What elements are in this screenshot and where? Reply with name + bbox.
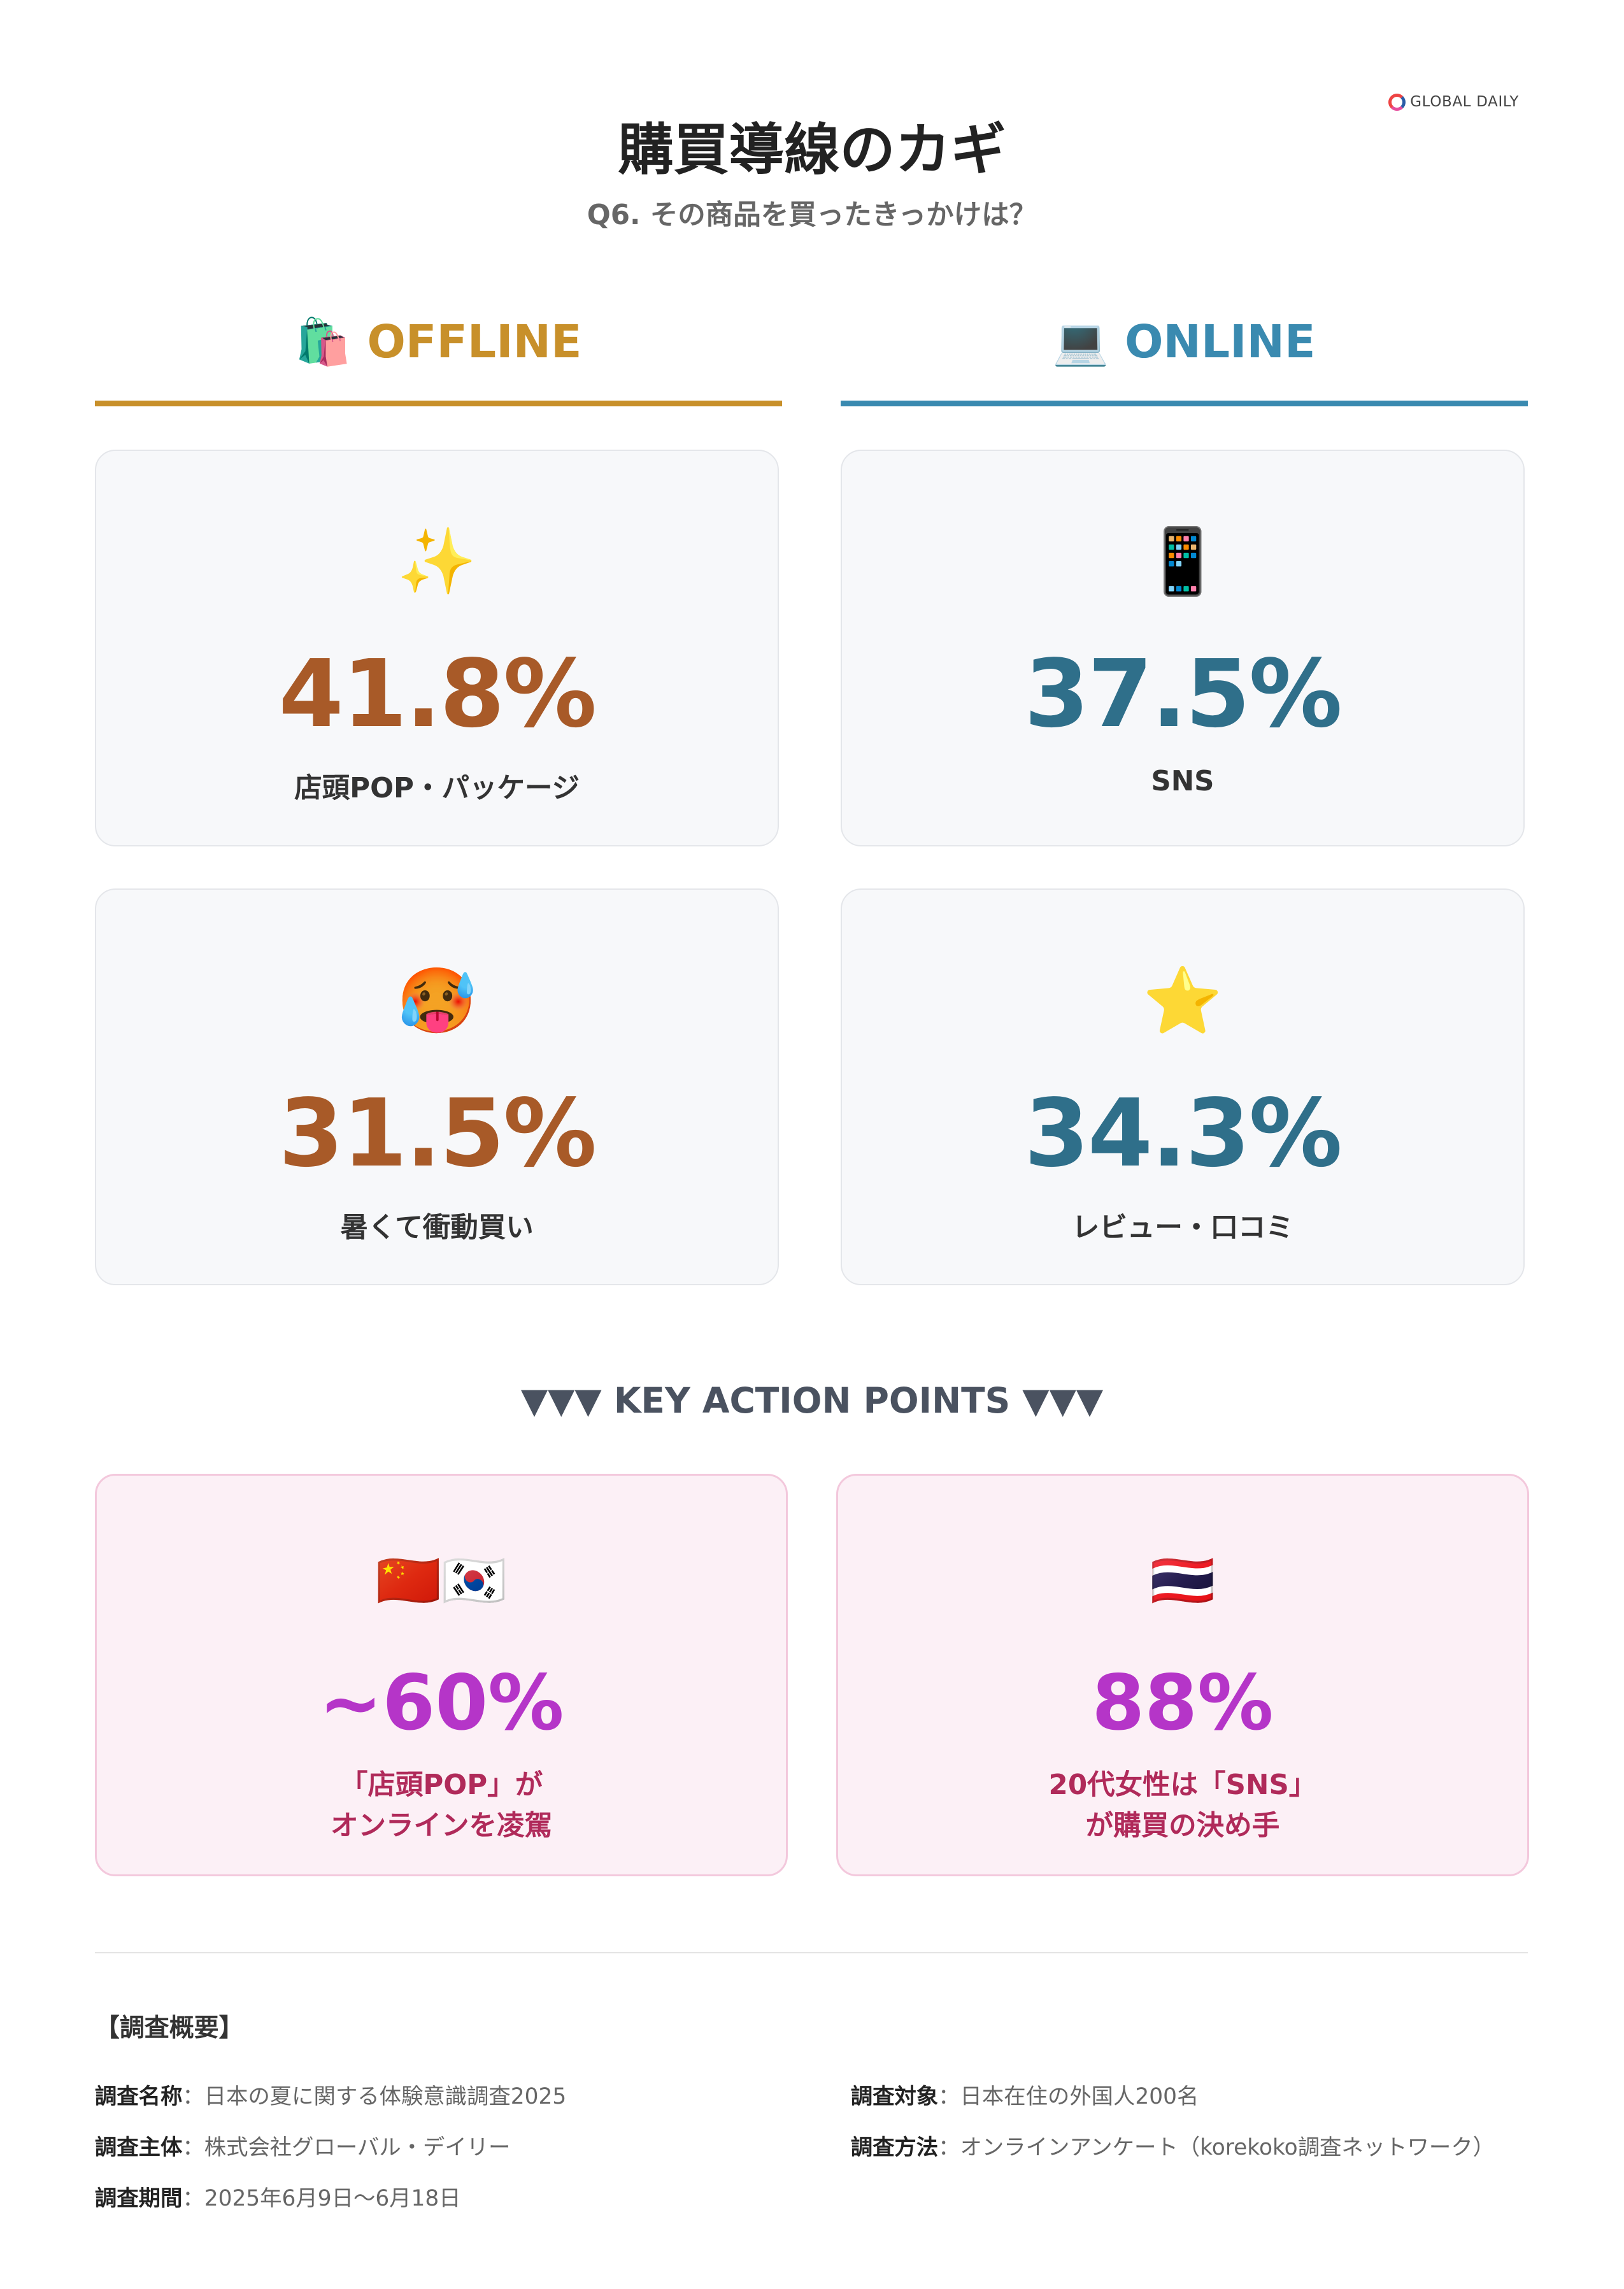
stat-value: 34.3% — [1024, 1078, 1343, 1188]
survey-organizer-row: 調査主体：株式会社グローバル・デイリー — [95, 2129, 511, 2161]
laptop-icon: 💻 — [1052, 315, 1109, 368]
key-card-china-korea: 🇨🇳🇰🇷 ~60% 「店頭POP」が オンラインを凌駕 — [94, 1474, 788, 1877]
stat-label: SNS — [1151, 766, 1214, 798]
logo-text: GLOBAL DAILY — [1410, 94, 1520, 111]
shopping-bag-icon: 🛍️ — [295, 315, 352, 368]
row-value: ：オンラインアンケート（korekoko調査ネットワーク） — [938, 2134, 1495, 2160]
survey-target-row: 調査対象：日本在住の外国人200名 — [851, 2078, 1199, 2110]
stat-card-impulse: 🥵 31.5% 暑くて衝動買い — [94, 888, 780, 1286]
stat-label: 暑くて衝動買い — [340, 1212, 534, 1244]
key-value: 88% — [1092, 1658, 1274, 1748]
stat-card-store-pop: ✨ 41.8% 店頭POP・パッケージ — [94, 449, 780, 846]
stat-card-sns: 📱 37.5% SNS — [840, 449, 1525, 846]
row-value: ：株式会社グローバル・デイリー — [182, 2134, 511, 2160]
page-title: 購買導線のカギ — [618, 117, 1006, 182]
key-action-heading: ▼▼▼ KEY ACTION POINTS ▼▼▼ — [520, 1380, 1104, 1422]
global-daily-logo: GLOBAL DAILY — [1388, 93, 1520, 111]
divider — [94, 1952, 1528, 1954]
page-subtitle: Q6. その商品を買ったきっかけは？ — [587, 199, 1037, 232]
flags-china-korea-icon: 🇨🇳🇰🇷 — [376, 1550, 507, 1611]
key-label: 20代女性は「SNS」 が購買の決め手 — [1048, 1769, 1317, 1842]
flag-thailand-icon: 🇹🇭 — [1150, 1550, 1216, 1611]
key-card-thailand: 🇹🇭 88% 20代女性は「SNS」 が購買の決め手 — [836, 1474, 1530, 1877]
stat-value: 37.5% — [1024, 639, 1343, 749]
online-header: 💻 ONLINE — [840, 315, 1528, 407]
offline-label: OFFLINE — [367, 315, 582, 368]
row-value: ：日本在住の外国人200名 — [938, 2083, 1199, 2109]
survey-overview-title: 【調査概要】 — [94, 2013, 244, 2043]
row-key: 調査主体 — [94, 2134, 183, 2160]
row-key: 調査期間 — [94, 2185, 183, 2211]
survey-name-row: 調査名称：日本の夏に関する体験意識調査2025 — [95, 2078, 566, 2110]
online-label: ONLINE — [1125, 315, 1316, 368]
row-key: 調査対象 — [850, 2083, 939, 2109]
sparkles-icon: ✨ — [397, 524, 477, 599]
key-value: ~60% — [318, 1658, 564, 1748]
stat-label: 店頭POP・パッケージ — [294, 773, 580, 805]
survey-period-row: 調査期間：2025年6月9日〜6月18日 — [95, 2180, 461, 2212]
hot-face-icon: 🥵 — [397, 962, 477, 1038]
row-key: 調査方法 — [850, 2134, 939, 2160]
stat-card-reviews: ⭐ 34.3% レビュー・口コミ — [840, 888, 1525, 1286]
stat-value: 41.8% — [278, 639, 597, 749]
star-icon: ⭐ — [1143, 962, 1223, 1038]
row-value: ：2025年6月9日〜6月18日 — [182, 2185, 461, 2211]
offline-header: 🛍️ OFFLINE — [94, 315, 782, 407]
row-key: 調査名称 — [94, 2083, 183, 2109]
logo-mark-icon — [1388, 93, 1406, 111]
survey-method-row: 調査方法：オンラインアンケート（korekoko調査ネットワーク） — [851, 2129, 1495, 2161]
stat-value: 31.5% — [278, 1078, 597, 1188]
smartphone-icon: 📱 — [1143, 524, 1223, 599]
key-label: 「店頭POP」が オンラインを凌駕 — [330, 1769, 553, 1842]
stat-label: レビュー・口コミ — [1071, 1212, 1293, 1244]
row-value: ：日本の夏に関する体験意識調査2025 — [182, 2083, 567, 2109]
